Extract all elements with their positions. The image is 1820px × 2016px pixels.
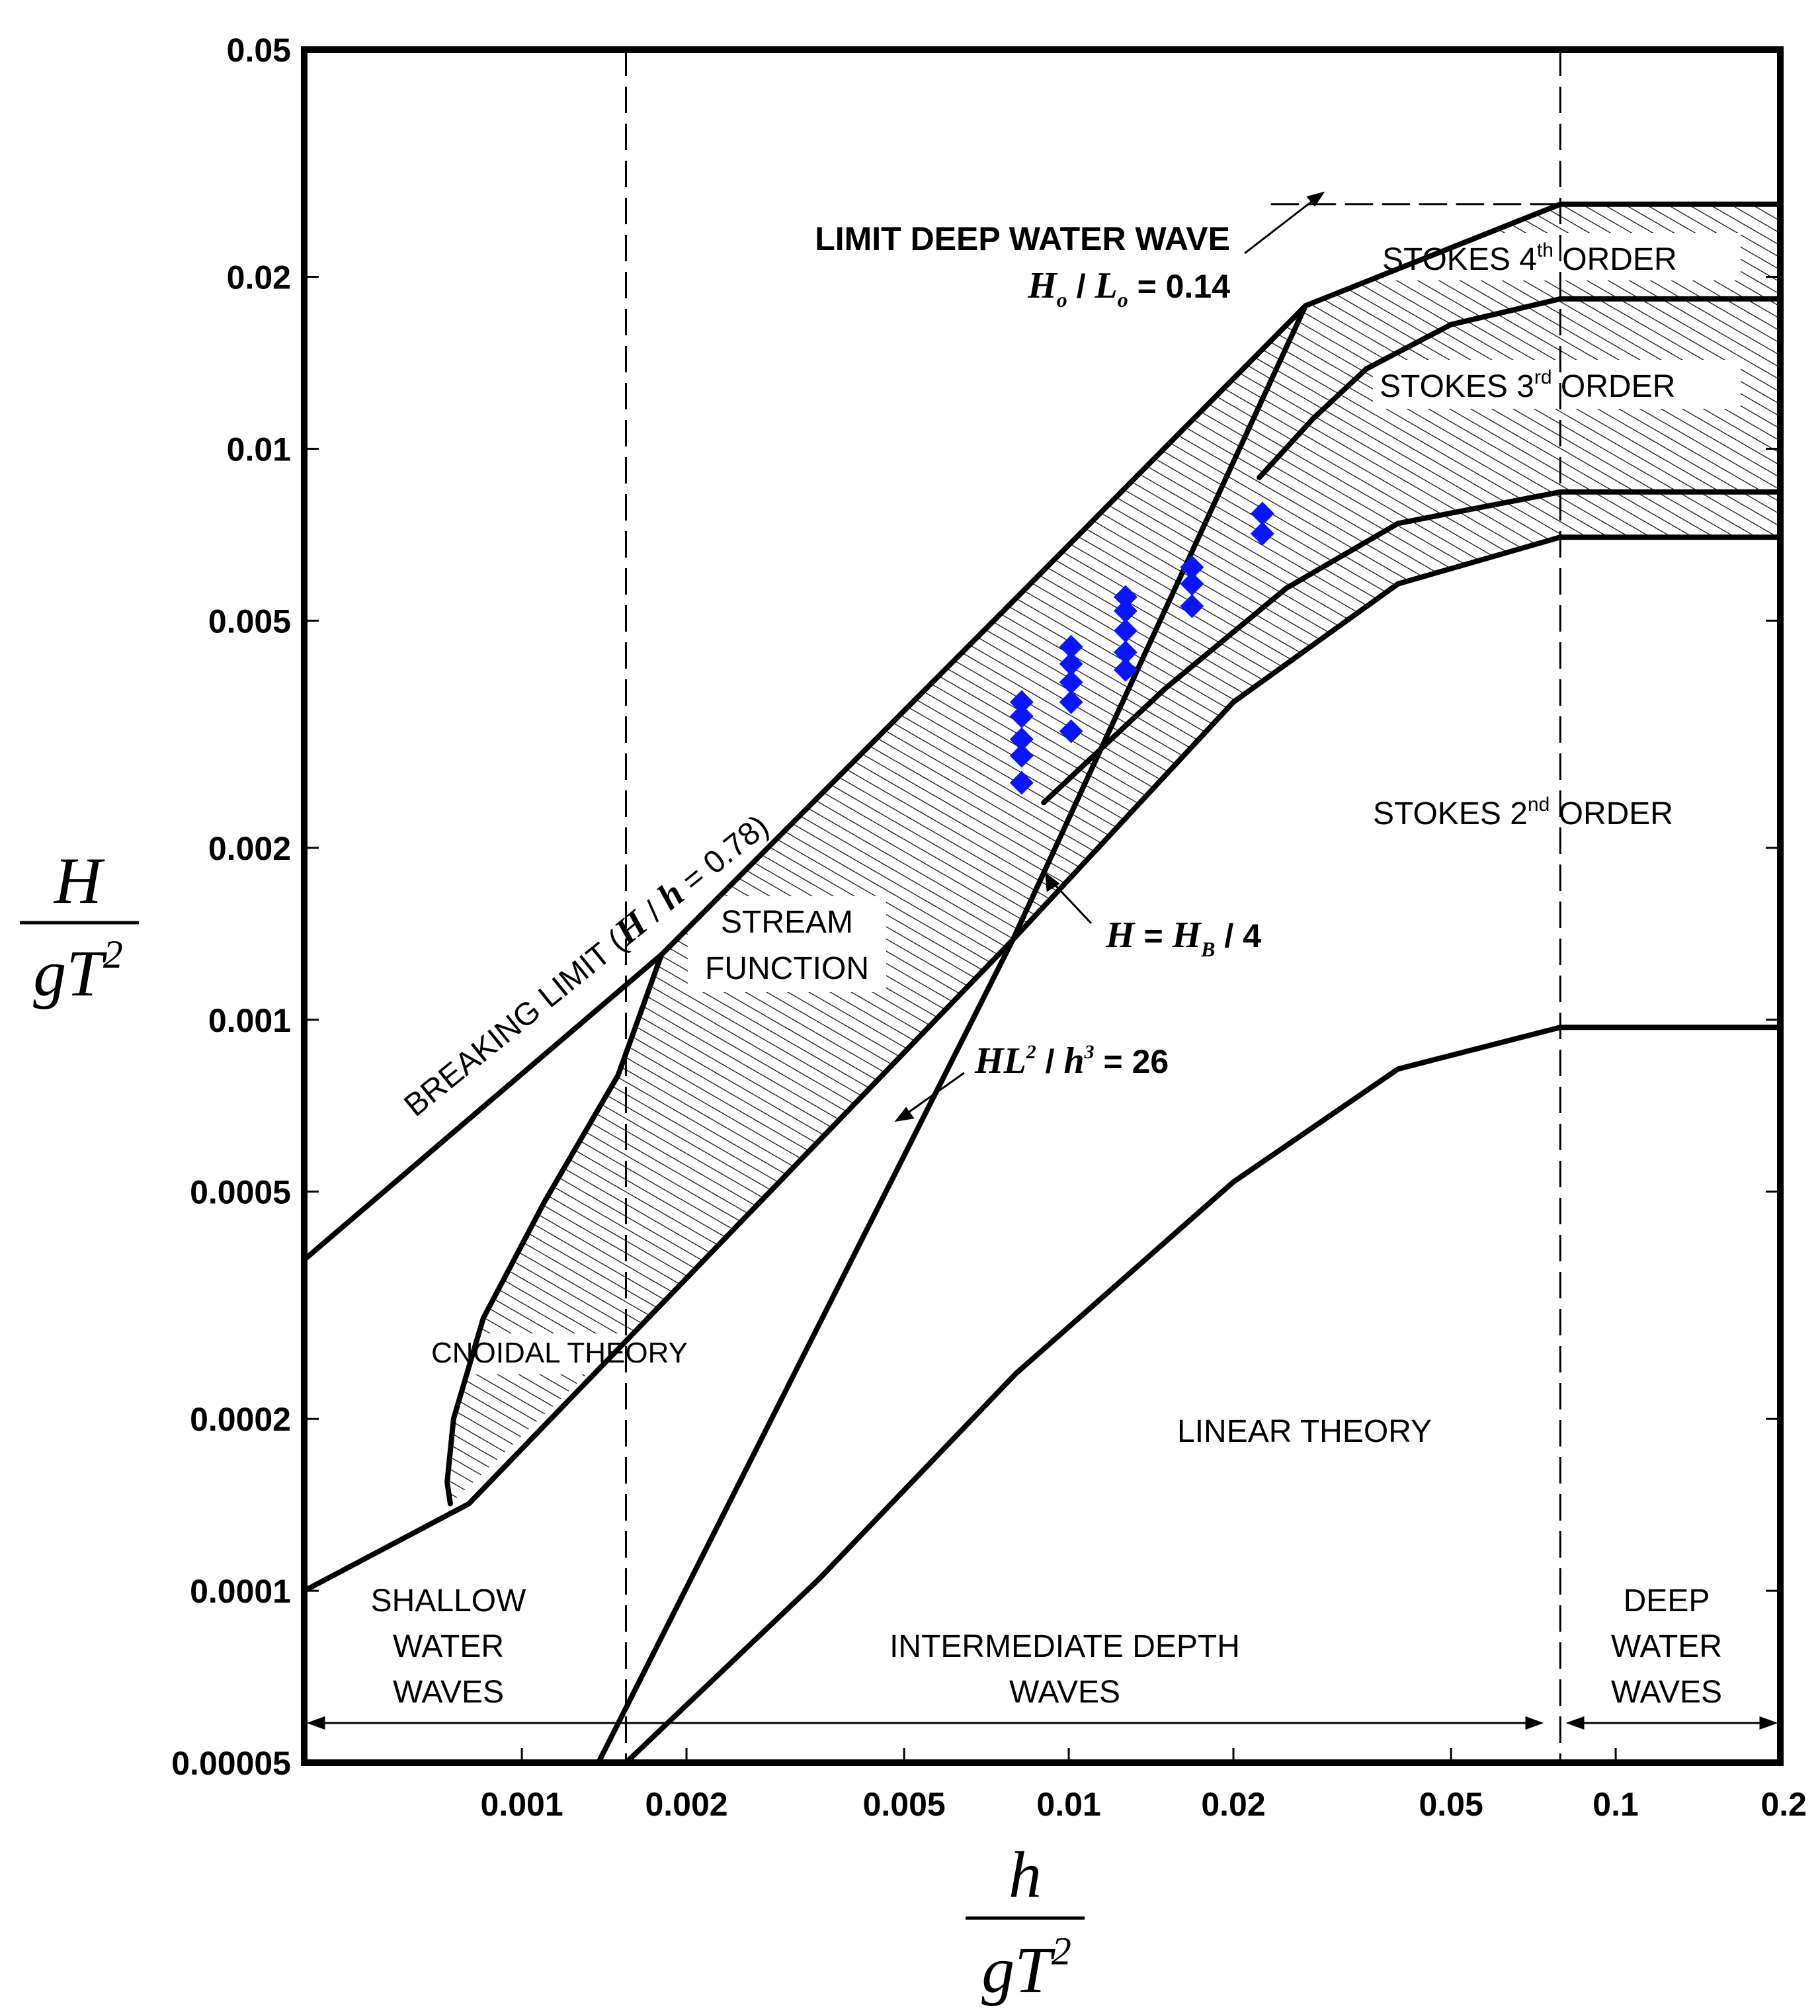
deep-label-2: WATER [1611,1629,1722,1664]
data-point-marker [1059,634,1083,659]
svg-text:gT2: gT2 [33,933,123,1010]
y-tick-label: 0.01 [227,431,291,468]
data-point-marker [1059,719,1083,743]
data-point-marker [1113,599,1138,623]
plot-frame [301,46,1784,1766]
stream-function-label-2: FUNCTION [705,951,869,986]
linear-theory-label: LINEAR THEORY [1177,1414,1432,1449]
leader-lines [894,191,1325,1122]
data-point-marker [1059,651,1083,676]
breaking-label-bg [390,822,757,1130]
series-line-hl-h-26 [595,303,1309,1763]
x-tick-label: 0.02 [1201,1786,1265,1823]
stream-function-label-1: STREAM [721,905,853,940]
y-tick-label: 0.05 [227,32,291,69]
limit-deep-water-formula: Ho / Lo = 0.14 [1027,265,1230,312]
y-tick-label: 0.001 [208,1002,291,1039]
stokes-4th-label: STOKES 4th ORDER [1382,239,1677,277]
data-point-marker [1059,670,1083,694]
data-point-marker [1009,727,1034,751]
x-tick-label: 0.1 [1592,1786,1639,1823]
cnoidal-theory-label: CNOIDAL THEORY [431,1337,688,1369]
y-tick-label: 0.0002 [190,1401,291,1438]
intermediate-label-1: INTERMEDIATE DEPTH [889,1629,1240,1664]
intermediate-label-2: WAVES [1009,1675,1120,1710]
stokes-2nd-label: STOKES 2nd ORDER [1373,794,1673,831]
deep-label-3: WAVES [1611,1675,1722,1710]
x-tick-label: 0.01 [1036,1786,1100,1823]
data-point-marker [1180,571,1204,596]
data-point-marker [1180,555,1204,579]
svg-text:H: H [53,844,105,917]
shallow-label-1: SHALLOW [371,1583,526,1618]
stream-function-label-bg [688,896,886,992]
hb-quarter-label: H = HB / 4 [1105,915,1261,961]
deep-label-1: DEEP [1624,1583,1710,1618]
data-point-marker [1009,743,1034,768]
data-point-marker [1009,771,1034,795]
y-tick-label: 0.002 [208,830,291,867]
data-point-marker [1250,501,1274,526]
data-point-marker [1250,521,1274,546]
y-tick-label: 0.005 [208,603,291,640]
y-tick-label: 0.0005 [190,1174,291,1211]
x-tick-label: 0.05 [1419,1786,1483,1823]
data-point-marker [1009,690,1034,714]
ursell-label: HL2 / h3 = 26 [974,1040,1169,1081]
series-line-stokes-2nd-3rd-order-boundary [1041,489,1780,806]
data-point-marker [1059,690,1083,714]
y-axis-label: H gT2 [20,844,139,1010]
y-tick-label: 0.0001 [190,1573,291,1610]
y-tick-label: 0.00005 [171,1745,291,1782]
svg-text:h: h [1009,1838,1042,1911]
series-line-h-hb-4 [304,534,1780,1594]
series-line-cnoidal-theory-envelope [444,952,665,1507]
x-tick-label: 0.002 [645,1786,727,1823]
data-point-marker [1009,704,1034,728]
series-line-linear-theory-limit [623,1025,1780,1763]
data-point-marker [1180,594,1204,618]
stokes-4th-label-bg [1376,233,1741,280]
y-tick-label: 0.02 [227,259,291,296]
data-point-marker [1113,640,1138,665]
limit-deep-water-label: LIMIT DEEP WATER WAVE [815,220,1230,257]
svg-text:gT2: gT2 [981,1929,1071,2007]
data-point-marker [1113,657,1138,682]
series-line-stokes-3rd-4th-order-boundary [1257,296,1780,481]
series-line-breaking-limit-h-h-0-78 [304,201,1780,1263]
data-point-marker [1113,585,1138,609]
stokes-3rd-label: STOKES 3rd ORDER [1380,366,1675,404]
shallow-label-3: WAVES [393,1675,504,1710]
x-tick-label: 0.005 [863,1786,946,1823]
x-axis-label: h gT2 [966,1838,1085,2007]
depth-arrows [306,1716,1778,1730]
shallow-label-2: WATER [393,1629,504,1664]
x-tick-label: 0.2 [1760,1786,1807,1823]
data-point-marker [1113,618,1138,643]
stokes-3rd-label-bg [1373,360,1741,409]
x-tick-label: 0.001 [481,1786,563,1823]
